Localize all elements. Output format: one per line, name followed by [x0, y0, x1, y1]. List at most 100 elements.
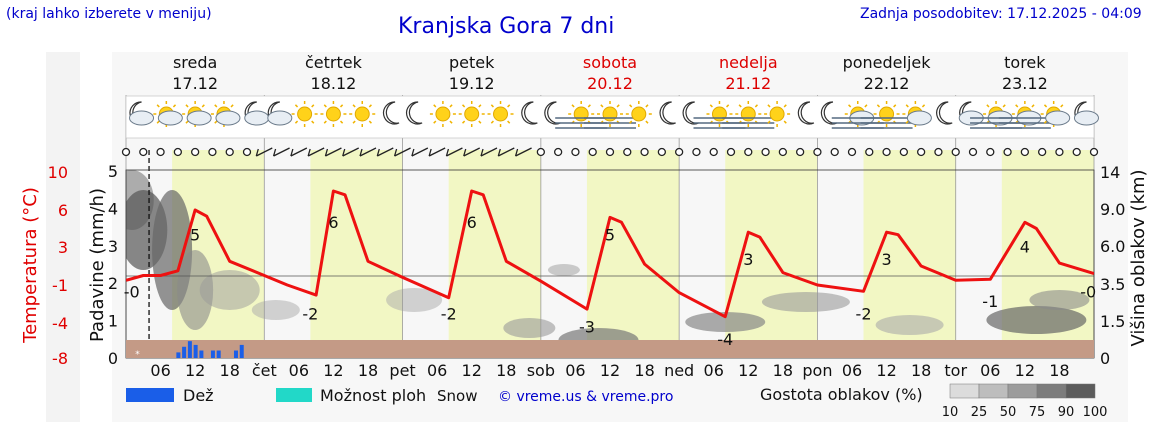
sun-icon	[325, 106, 341, 122]
rain-bar	[182, 346, 187, 358]
density-swatch	[1036, 383, 1067, 399]
sun-ray	[1031, 104, 1035, 108]
sun-ray	[294, 120, 299, 124]
sun-ray	[1002, 104, 1006, 108]
calm-wind-icon	[605, 147, 615, 157]
x-tick: 18	[634, 361, 654, 380]
wind-barb	[463, 148, 467, 157]
temperature-tick: -8	[52, 349, 68, 368]
sun-icon	[631, 106, 647, 122]
sun-ray	[767, 120, 771, 124]
calm-wind-icon	[726, 147, 736, 157]
cloud-height-tick: 1.5	[1100, 312, 1125, 331]
x-tick: 06	[565, 361, 585, 380]
calm-wind-icon	[1020, 147, 1030, 157]
temperature-label: -2	[302, 305, 318, 324]
precip-tick: 4	[108, 199, 118, 218]
sun-ray	[478, 120, 482, 124]
day-name: nedelja	[719, 53, 778, 72]
rain-bar	[210, 350, 215, 358]
left-axis-band	[46, 52, 80, 422]
x-tick: 06	[427, 361, 447, 380]
sun-ray	[587, 104, 591, 108]
sun-ray	[905, 104, 909, 108]
cloud-height-axis-label: Višina oblakov (km)	[1128, 169, 1149, 346]
cloud-density	[1029, 290, 1090, 310]
sun-ray	[921, 104, 926, 108]
wind-barb	[497, 147, 515, 157]
calm-wind-icon	[951, 147, 960, 157]
cloud-icon	[157, 110, 183, 126]
temperature-label: -2	[441, 305, 457, 324]
calm-wind-icon	[1072, 147, 1081, 157]
sun-ray	[368, 104, 372, 108]
moon-icon	[797, 101, 815, 125]
cloud-density	[986, 306, 1087, 334]
precip-axis-label: Padavine (mm/h)	[87, 188, 108, 342]
x-tick: 12	[462, 361, 482, 380]
precip-tick: 1	[108, 312, 118, 331]
location-hint[interactable]: (kraj lahko izberete v meniju)	[6, 6, 212, 22]
sun-icon	[879, 106, 895, 122]
day-date: 18.12	[311, 74, 357, 93]
ground-band	[126, 340, 1094, 358]
sun-ray	[1015, 104, 1019, 108]
rain-bar	[176, 352, 181, 358]
temperature-tick: 3	[58, 238, 68, 257]
wind-barb	[376, 148, 380, 157]
sun-icon	[354, 106, 370, 122]
density-level: 75	[1029, 405, 1046, 420]
cloud-height-tick: 6.0	[1100, 237, 1125, 256]
x-tick: 12	[876, 361, 896, 380]
density-level: 50	[1000, 405, 1017, 420]
temperature-label: 5	[190, 225, 200, 244]
sun-icon	[493, 106, 509, 122]
sun-ray	[709, 104, 713, 108]
density-level: 25	[971, 405, 988, 420]
sun-ray	[185, 120, 189, 124]
wind-barb	[272, 148, 277, 157]
temperature-label: 6	[328, 213, 338, 232]
x-tick: 18	[358, 361, 378, 380]
credit-link: © vreme.us & vreme.pro	[498, 389, 673, 405]
sun-ray	[629, 104, 633, 108]
x-tick: čet	[252, 361, 277, 380]
calm-wind-icon	[156, 147, 165, 157]
cloud-icon	[906, 110, 932, 126]
sun-ray	[600, 104, 604, 108]
x-tick: tor	[944, 361, 967, 380]
sun-ray	[214, 120, 218, 124]
rain-bar	[199, 350, 204, 358]
calm-wind-icon	[847, 147, 857, 157]
sun-ray	[478, 104, 482, 108]
temperature-label: -0	[124, 283, 140, 302]
sun-ray	[311, 120, 315, 124]
temperature-label: -4	[717, 330, 733, 349]
day-date: 21.12	[725, 74, 771, 93]
temperature-tick: -1	[52, 276, 68, 295]
sun-ray	[490, 104, 494, 108]
cloud-height-tick: 14	[1100, 163, 1120, 182]
calm-wind-icon	[795, 147, 805, 157]
calm-wind-icon	[571, 147, 580, 157]
cloud-density	[503, 318, 556, 338]
sun-ray	[156, 104, 160, 108]
sun-ray	[352, 120, 356, 124]
cloud-density	[761, 292, 850, 312]
moon-icon	[521, 101, 538, 125]
density-level: 100	[1083, 405, 1108, 420]
sun-icon	[573, 106, 589, 122]
sun-ray	[490, 120, 494, 124]
wind-barb	[480, 148, 484, 157]
cloud-icon	[267, 110, 293, 126]
wind-barb	[394, 147, 411, 157]
moon-icon	[405, 101, 423, 125]
wind-barb	[446, 147, 463, 157]
x-tick: 06	[842, 361, 862, 380]
wind-barb	[290, 148, 294, 157]
sun-icon	[711, 106, 727, 122]
sun-ray	[905, 120, 909, 124]
wind-barb	[445, 148, 450, 157]
wind-barb	[428, 148, 432, 157]
